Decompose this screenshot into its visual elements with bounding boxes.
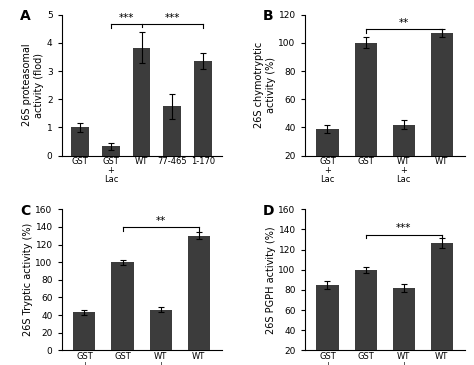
Text: B: B [263,9,273,23]
Bar [431,33,453,184]
Y-axis label: 26S Tryptic activity (%): 26S Tryptic activity (%) [23,223,33,337]
Y-axis label: 26S PGPH activity (%): 26S PGPH activity (%) [265,226,275,334]
Bar [355,43,376,184]
Bar [392,125,415,184]
Text: **: ** [155,216,166,226]
Text: A: A [20,9,31,23]
Bar [355,270,376,365]
Bar [317,285,338,365]
Bar [102,146,120,156]
Text: **: ** [399,18,409,28]
Bar [164,106,181,156]
Bar [194,61,212,156]
Bar [317,129,338,184]
Bar [111,262,134,350]
Bar [73,312,95,350]
Text: ***: *** [164,14,180,23]
Bar [150,310,172,350]
Bar [71,127,89,156]
Bar [133,48,150,156]
Bar [392,288,415,365]
Text: ***: *** [396,223,411,233]
Y-axis label: 26S proteasomal
activity (flod): 26S proteasomal activity (flod) [22,44,44,126]
Text: ***: *** [118,14,134,23]
Text: D: D [263,204,274,218]
Bar [431,243,453,365]
Y-axis label: 26S chymotryptic
activity (%): 26S chymotryptic activity (%) [254,42,275,128]
Bar [188,236,210,350]
Text: C: C [20,204,30,218]
